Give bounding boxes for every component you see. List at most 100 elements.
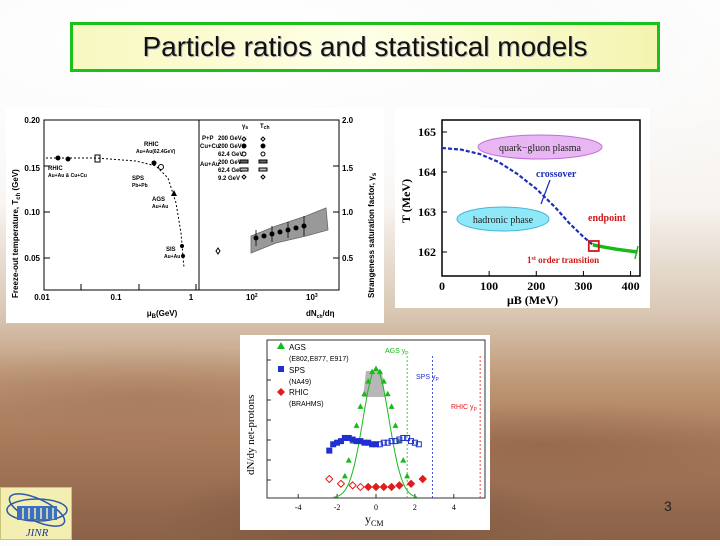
np-x-tick: 0	[374, 503, 378, 512]
legend-rhic-detail: (BRAHMS)	[289, 401, 324, 408]
legend-system: Cu+Cu	[200, 144, 220, 150]
phase-x-tick: 100	[480, 279, 498, 293]
left-y-ticks: 0.20 0.15 0.10 0.05	[24, 116, 40, 263]
rhic-point	[371, 482, 381, 492]
annot-rhic-62: RHIC	[144, 142, 159, 148]
legend-sps-name: SPS	[289, 366, 305, 375]
jinr-logo: JINR	[0, 487, 72, 540]
hadronic-cloud	[456, 206, 550, 232]
ags-point	[369, 368, 376, 375]
freezeout-point	[171, 190, 177, 196]
phase-y-tick: 164	[418, 165, 436, 179]
left-y-tick: 0.15	[24, 164, 40, 173]
crossover-label: crossover	[536, 169, 577, 180]
sps-point	[380, 439, 387, 446]
freezeout-point	[158, 164, 164, 170]
legend-sps-marker	[278, 366, 284, 372]
phase-x-tick: 200	[527, 279, 545, 293]
sps-point	[337, 438, 344, 445]
gamma-s-point	[215, 247, 221, 255]
left-x-ticks: 0.01 0.1 1	[34, 293, 194, 302]
phase-diagram-figure: 165 164 163 162 0 100 200 300 400 T (MeV) μB (M…	[395, 108, 650, 308]
rhic-point	[418, 474, 427, 484]
gamma-s-errorbars	[255, 216, 305, 246]
phase-x-tick: 300	[574, 279, 592, 293]
annot-rhic: RHIC	[48, 166, 63, 172]
ags-point	[376, 368, 383, 375]
crossover-arrow	[540, 179, 551, 205]
gamma-s-point	[261, 233, 267, 239]
right-y-tick: 2.0	[342, 116, 354, 125]
left-y-tick: 0.10	[24, 208, 40, 217]
legend-system: Au+Au	[200, 162, 220, 168]
phase-y-tick: 165	[418, 125, 436, 139]
phase-y-ticks: 165 164 163 162	[418, 125, 447, 259]
sps-point	[396, 436, 403, 443]
np-points	[325, 365, 427, 492]
net-proton-svg: dN/dy net-protons yCM -4 -2 0 2 4 AGS (E802,…	[245, 339, 486, 528]
phase-x-tick: 400	[622, 279, 640, 293]
legend-markers	[239, 136, 268, 180]
slide-number: 3	[664, 498, 672, 514]
ags-point	[404, 472, 411, 479]
endpoint-label: endpoint	[588, 213, 626, 224]
phase-x-tick: 0	[439, 279, 445, 293]
qgp-label: quark−gluon plasma	[499, 143, 582, 154]
logo-columns	[22, 508, 54, 519]
freezeout-point	[151, 160, 157, 166]
legend-energy: 200 GeV	[218, 144, 242, 150]
logo-orbit	[6, 498, 68, 522]
annot-sis-sub: Au+Au	[164, 254, 180, 260]
legend-sps-detail: (NA49)	[289, 379, 311, 386]
right-x-tick: 103	[306, 293, 318, 302]
legend-system: P+P	[202, 136, 214, 142]
gamma-s-point	[293, 225, 299, 231]
right-y-tick: 1.0	[342, 208, 354, 217]
phase-y-tick: 163	[418, 205, 436, 219]
freezeout-point	[65, 156, 71, 162]
annot-sis: SIS	[166, 247, 176, 253]
left-tick-marks	[44, 165, 339, 290]
ags-point	[357, 403, 364, 409]
rhic-point	[406, 479, 416, 488]
rhic-point	[387, 482, 396, 492]
annot-rhic-sub: Au+Au & Cu+Cu	[48, 173, 87, 179]
sps-point	[376, 441, 383, 448]
sps-point	[388, 438, 395, 445]
freezeout-point	[181, 254, 185, 258]
legend-rhic-name: RHIC	[289, 388, 309, 397]
ags-point	[400, 457, 407, 463]
legend-energy: 62.4 GeV	[218, 168, 243, 174]
sps-point	[400, 434, 407, 441]
rhic-point	[356, 482, 365, 492]
legend-ags-name: AGS	[289, 343, 306, 352]
ags-point	[388, 403, 395, 409]
phase-plot-frame	[441, 119, 641, 277]
left-figure: Freeze-out temperature, Tch (GeV) 0.20 0…	[6, 108, 384, 323]
qgp-cloud	[477, 134, 603, 160]
sps-point	[384, 439, 391, 446]
rhic-point	[395, 481, 404, 490]
legend-energy: 9.2 GeV	[218, 176, 240, 182]
annot-sps: SPS	[132, 176, 144, 182]
legend-rhic-marker	[277, 388, 285, 396]
annot-ags: AGS	[152, 197, 165, 203]
left-axis-title: Freeze-out temperature, Tch (GeV)	[11, 169, 22, 298]
ags-point	[341, 472, 348, 479]
right-x-tick: 102	[246, 293, 258, 302]
left-y-tick: 0.20	[24, 116, 40, 125]
annot-ags-sub: Au+Au	[152, 204, 168, 210]
freezeout-curve	[46, 157, 185, 269]
right-x-label: dNch/dη	[306, 309, 335, 320]
phase-y-label: T (MeV)	[399, 179, 413, 223]
logo-text: JINR	[26, 527, 49, 539]
right-y-ticks: 2.0 1.5 1.0 0.5	[342, 116, 354, 263]
right-y-tick: 1.5	[342, 164, 354, 173]
np-x-tick: -4	[295, 503, 302, 512]
left-y-tick: 0.05	[24, 254, 40, 263]
legend-header-t: Tch	[260, 124, 270, 131]
first-order-line	[592, 243, 638, 254]
ags-point	[373, 365, 379, 371]
phase-x-label: μB (MeV)	[507, 293, 558, 307]
jinr-logo-svg: JINR	[6, 493, 68, 539]
